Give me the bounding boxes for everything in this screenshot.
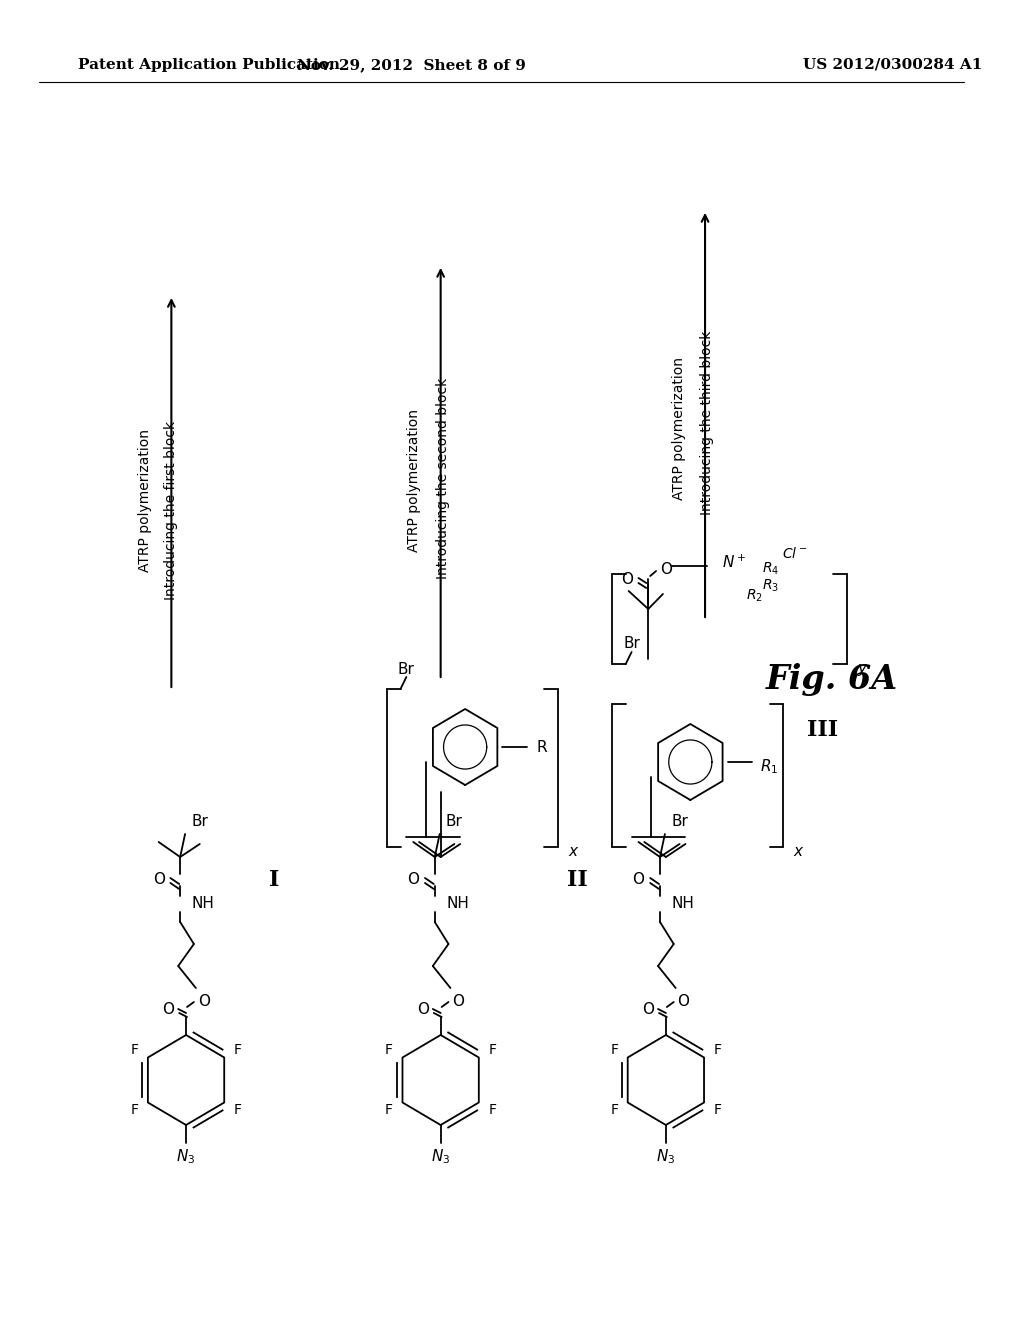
Text: $N_3$: $N_3$	[656, 1147, 676, 1167]
Text: O: O	[642, 1002, 654, 1018]
Text: NH: NH	[672, 896, 694, 912]
Text: O: O	[678, 994, 689, 1010]
Text: y: y	[857, 661, 866, 676]
Text: Br: Br	[624, 636, 640, 652]
Text: F: F	[488, 1043, 497, 1056]
Text: Patent Application Publication: Patent Application Publication	[79, 58, 340, 73]
Text: O: O	[153, 871, 165, 887]
Text: Br: Br	[671, 814, 688, 829]
Text: F: F	[610, 1043, 618, 1056]
Text: ATRP polymerization: ATRP polymerization	[672, 356, 686, 499]
Text: Br: Br	[445, 814, 463, 829]
Text: $N_3$: $N_3$	[431, 1147, 451, 1167]
Text: F: F	[233, 1043, 242, 1056]
Text: F: F	[130, 1104, 138, 1118]
Text: F: F	[488, 1104, 497, 1118]
Text: Br: Br	[398, 661, 415, 676]
Text: O: O	[633, 871, 644, 887]
Text: F: F	[233, 1104, 242, 1118]
Text: Introducing the second block: Introducing the second block	[435, 378, 450, 578]
Text: O: O	[408, 871, 419, 887]
Text: Nov. 29, 2012  Sheet 8 of 9: Nov. 29, 2012 Sheet 8 of 9	[297, 58, 525, 73]
Text: x: x	[568, 845, 578, 859]
Text: F: F	[385, 1043, 393, 1056]
Text: O: O	[659, 561, 672, 577]
Text: F: F	[714, 1043, 722, 1056]
Text: Fig. 6A: Fig. 6A	[766, 664, 898, 697]
Text: Introducing the first block: Introducing the first block	[165, 421, 178, 599]
Text: O: O	[453, 994, 464, 1010]
Text: III: III	[807, 719, 838, 741]
Text: ATRP polymerization: ATRP polymerization	[138, 429, 152, 572]
Text: F: F	[714, 1104, 722, 1118]
Text: F: F	[130, 1043, 138, 1056]
Text: $N^+$: $N^+$	[722, 553, 746, 570]
Text: F: F	[610, 1104, 618, 1118]
Text: II: II	[567, 869, 588, 891]
Text: NH: NH	[446, 896, 469, 912]
Text: $Cl^-$: $Cl^-$	[782, 546, 808, 561]
Text: O: O	[198, 994, 210, 1010]
Text: $R_3$: $R_3$	[762, 578, 779, 594]
Text: F: F	[385, 1104, 393, 1118]
Text: I: I	[269, 869, 280, 891]
Text: O: O	[621, 572, 633, 586]
Text: O: O	[163, 1002, 174, 1018]
Text: $N_3$: $N_3$	[176, 1147, 196, 1167]
Text: Introducing the third block: Introducing the third block	[700, 331, 714, 515]
Text: R: R	[537, 739, 547, 755]
Text: Br: Br	[191, 814, 208, 829]
Text: ATRP polymerization: ATRP polymerization	[408, 408, 421, 552]
Text: $R_2$: $R_2$	[745, 587, 763, 605]
Text: $R_4$: $R_4$	[762, 561, 779, 577]
Text: $R_1$: $R_1$	[760, 758, 778, 776]
Text: O: O	[417, 1002, 429, 1018]
Text: US 2012/0300284 A1: US 2012/0300284 A1	[803, 58, 982, 73]
Text: NH: NH	[191, 896, 215, 912]
Text: x: x	[794, 845, 803, 859]
